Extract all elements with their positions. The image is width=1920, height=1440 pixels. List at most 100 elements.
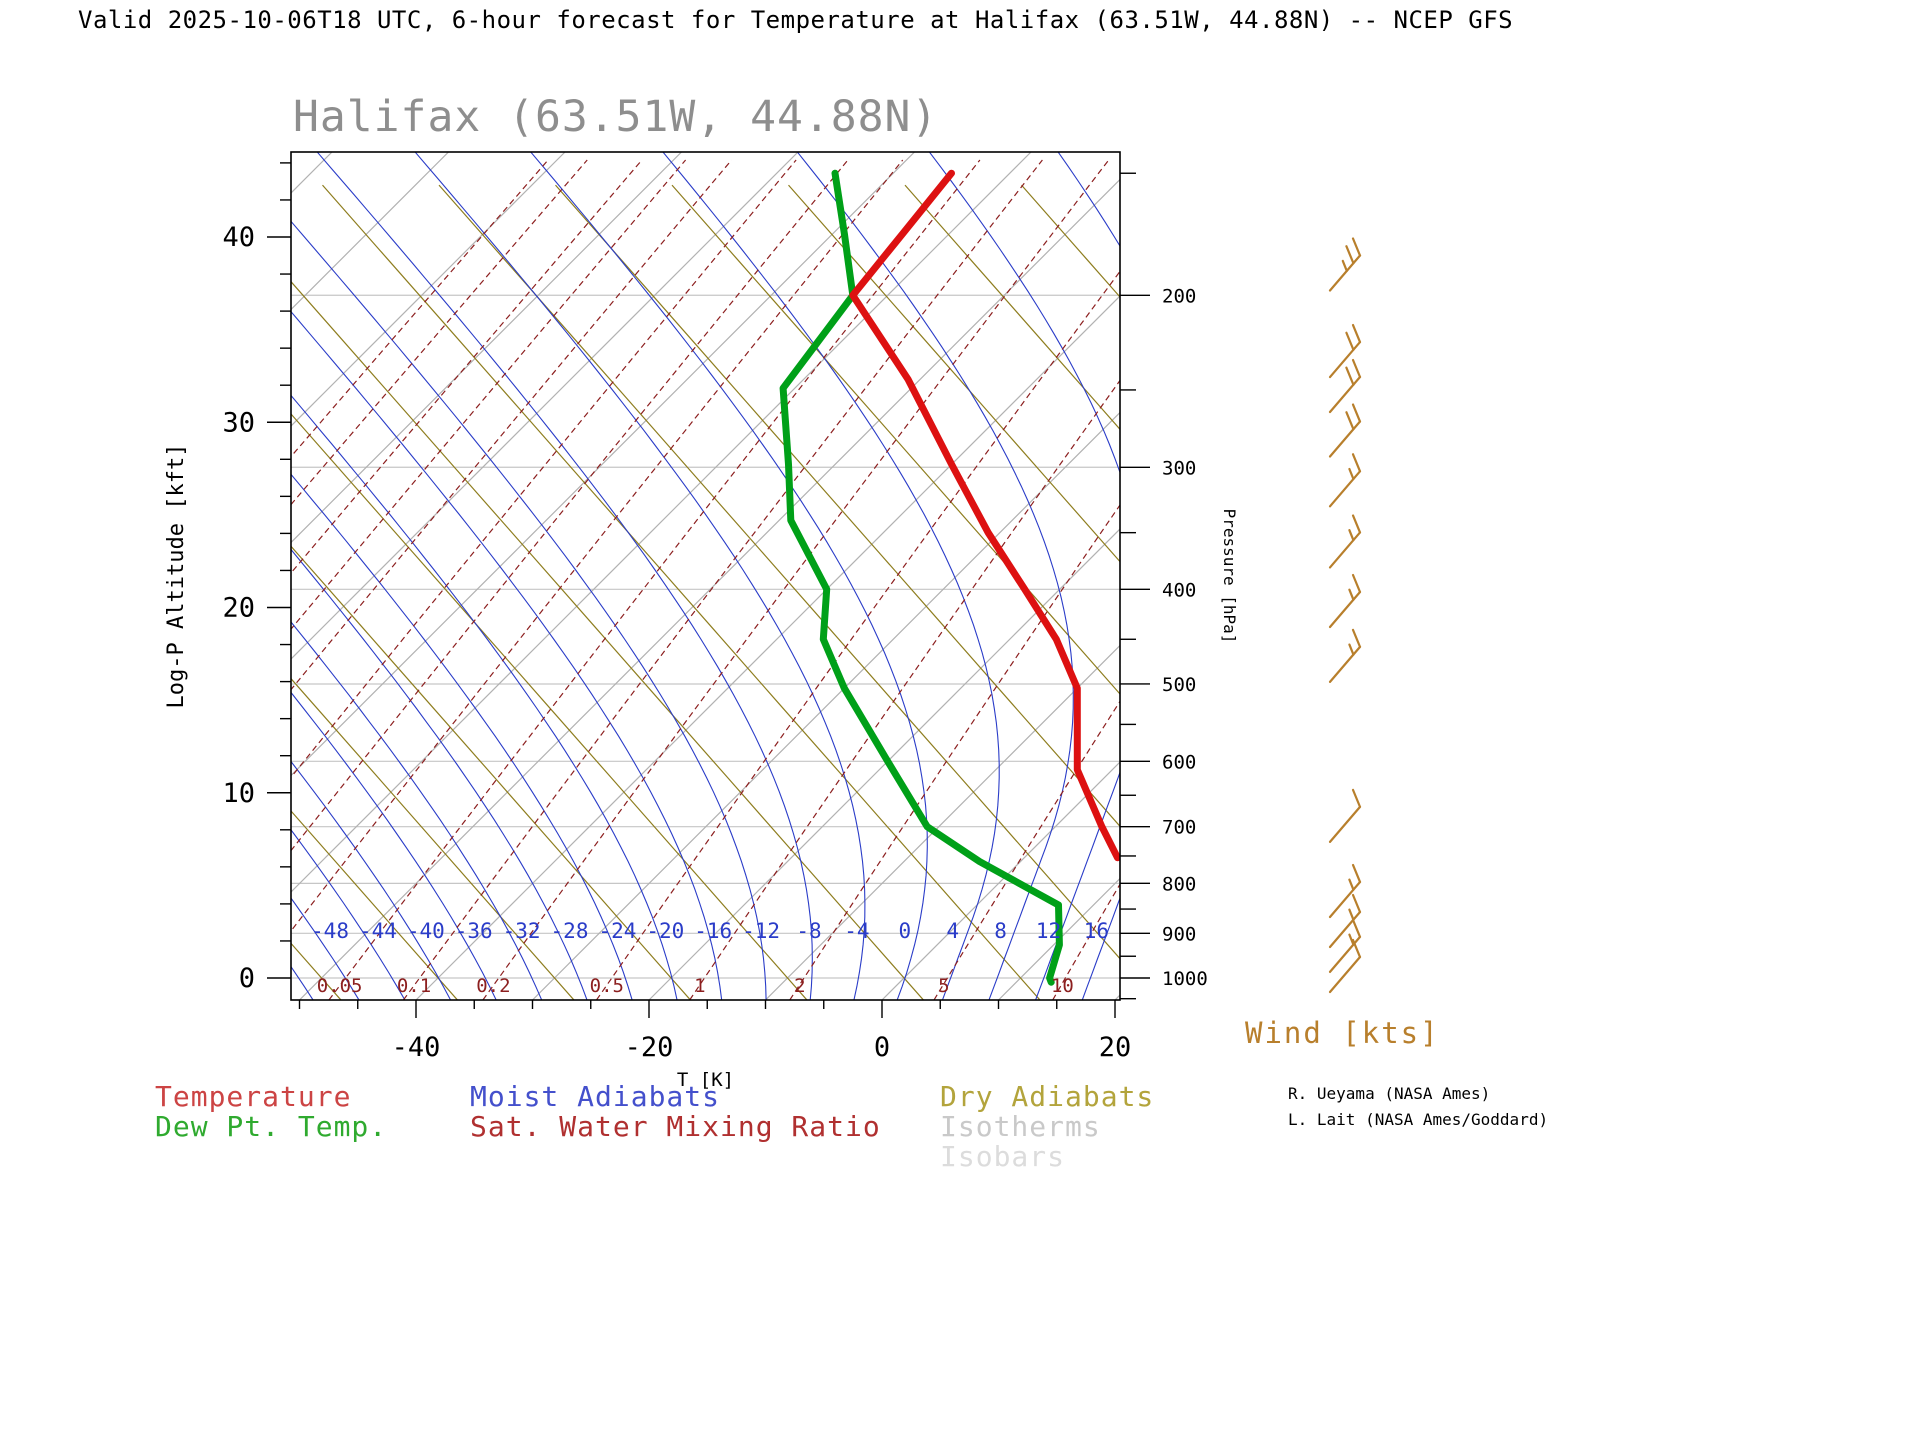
dry-adiabat-line — [0, 185, 225, 1000]
moist-adiabat-line — [291, 310, 723, 1000]
dry-adiabat-line — [1371, 185, 1920, 1000]
wind-barb-half — [1348, 588, 1355, 601]
wind-barb-full — [1345, 331, 1355, 351]
isotherm-line — [1348, 152, 1920, 1000]
mixing-ratio-line — [789, 503, 1120, 1000]
mixing-ratio-value-label: 0.1 — [397, 975, 431, 997]
legend-dry-adiabats: Dry Adiabats — [940, 1080, 1155, 1113]
left-tick-label: 40 — [222, 222, 255, 253]
mixing-ratio-line — [933, 700, 1120, 1000]
right-tick-label: 900 — [1162, 923, 1196, 945]
moist-adiabat-line — [291, 621, 543, 1000]
page-title: Valid 2025-10-06T18 UTC, 6-hour forecast… — [78, 6, 1514, 34]
wind-barb-full — [1351, 358, 1362, 379]
mixing-ratio-line — [291, 159, 643, 574]
dry-adiabat-line — [1837, 185, 1920, 1000]
moist-adiabat-value-label: -16 — [694, 919, 732, 943]
credit-line-2: L. Lait (NASA Ames/Goddard) — [1288, 1110, 1549, 1129]
dry-adiabat-line — [291, 280, 925, 1000]
mixing-ratio-line — [291, 159, 904, 932]
legend-sat-water-mixing-ratio: Sat. Water Mixing Ratio — [470, 1110, 881, 1143]
moist-adiabat-line — [0, 125, 267, 1000]
moist-adiabat-value-label: -24 — [598, 919, 636, 943]
isotherm-line — [291, 152, 915, 777]
right-tick-label: 400 — [1162, 579, 1196, 601]
isotherm-line — [291, 152, 1032, 893]
left-tick-label: 10 — [222, 778, 255, 809]
moist-adiabat-line — [928, 152, 1120, 1000]
left-tick-label: 30 — [222, 407, 255, 438]
axes-ticks — [267, 162, 1150, 1018]
moist-adiabat-value-label: 8 — [994, 919, 1007, 943]
wind-barb — [1328, 514, 1362, 569]
moist-adiabat-value-label: 12 — [1036, 919, 1061, 943]
wind-barb-staff — [1328, 254, 1362, 292]
mixing-ratio-value-label: 10 — [1051, 975, 1074, 997]
wind-barb-full — [1345, 366, 1355, 386]
right-tick-label: 800 — [1162, 873, 1196, 895]
moist-adiabat-line — [796, 152, 1074, 1000]
moist-adiabat-value-label: -40 — [407, 919, 445, 943]
wind-barbs-column — [1328, 237, 1362, 994]
moist-adiabat-line — [291, 548, 588, 1000]
wind-barb-half — [1348, 878, 1355, 891]
moist-adiabat-value-label: 4 — [946, 919, 959, 943]
moist-adiabat-value-label: -8 — [796, 919, 821, 943]
moist-adiabat-value-label: -20 — [646, 919, 684, 943]
wind-barb-staff — [1328, 955, 1362, 994]
bottom-axis-title: T [K] — [677, 1069, 734, 1091]
temperature-profile — [849, 169, 1120, 862]
dry-adiabat-line — [438, 184, 1120, 960]
moist-adiabat-line — [1129, 125, 1296, 1000]
moist-adiabat-line — [291, 220, 767, 1000]
wind-barb-staff — [1328, 910, 1362, 949]
isotherm-line — [765, 644, 1120, 1000]
right-tick-label: 300 — [1162, 457, 1196, 479]
mixing-ratio-value-label: 0.05 — [317, 975, 363, 997]
isotherm-line — [291, 152, 682, 544]
moist-adiabat-value-label: -48 — [311, 919, 349, 943]
moist-adiabat-value-label: -28 — [551, 919, 589, 943]
bottom-tick-label: 20 — [1099, 1032, 1132, 1063]
isotherm-line — [881, 761, 1120, 1000]
mixing-ratio-value-label: 0.2 — [476, 975, 510, 997]
wind-barb-staff — [1328, 805, 1362, 843]
wind-barb-staff — [1328, 420, 1362, 458]
wind-barb-full — [1351, 237, 1362, 257]
dry-adiabat-line — [1255, 185, 1920, 1000]
mixing-ratio-line — [291, 159, 549, 458]
dry-adiabat-line — [322, 184, 1041, 1000]
legend-dew-point: Dew Pt. Temp. — [155, 1110, 388, 1143]
moist-adiabat-line — [291, 394, 678, 1000]
wind-barb — [1328, 573, 1362, 629]
wind-barb-half — [1348, 908, 1355, 921]
wind-barb — [1328, 453, 1362, 508]
mixing-ratio-line — [402, 159, 1043, 1000]
dry-adiabat-line — [1604, 185, 1920, 1000]
wind-barb-full — [1351, 514, 1362, 534]
moist-adiabat-line — [1057, 152, 1120, 1000]
wind-barb — [1328, 628, 1362, 683]
dry-adiabat-line — [1488, 185, 1920, 1000]
legend-isotherms: Isotherms — [940, 1110, 1101, 1143]
mixing-ratio-line — [291, 159, 797, 779]
wind-barb-staff — [1328, 590, 1362, 629]
mixing-ratio-line — [1052, 883, 1120, 1000]
wind-barb — [1328, 893, 1362, 949]
right-tick-label: 600 — [1162, 751, 1196, 773]
moist-adiabat-line — [291, 473, 633, 1000]
legend-isobars: Isobars — [940, 1140, 1066, 1173]
left-tick-label: 0 — [239, 963, 255, 994]
moist-adiabat-value-label: -44 — [359, 919, 397, 943]
right-axis-title: Pressure [hPa] — [1220, 509, 1239, 644]
wind-barb-staff — [1328, 470, 1362, 508]
isotherm-line — [291, 152, 449, 311]
mixing-ratio-line — [291, 159, 733, 691]
wind-barb-half — [1348, 643, 1355, 656]
dry-adiabat-line — [291, 413, 808, 1000]
right-tick-label: 1000 — [1162, 968, 1208, 990]
dry-adiabat-line — [904, 184, 1120, 431]
plot-frame — [290, 151, 1121, 1001]
